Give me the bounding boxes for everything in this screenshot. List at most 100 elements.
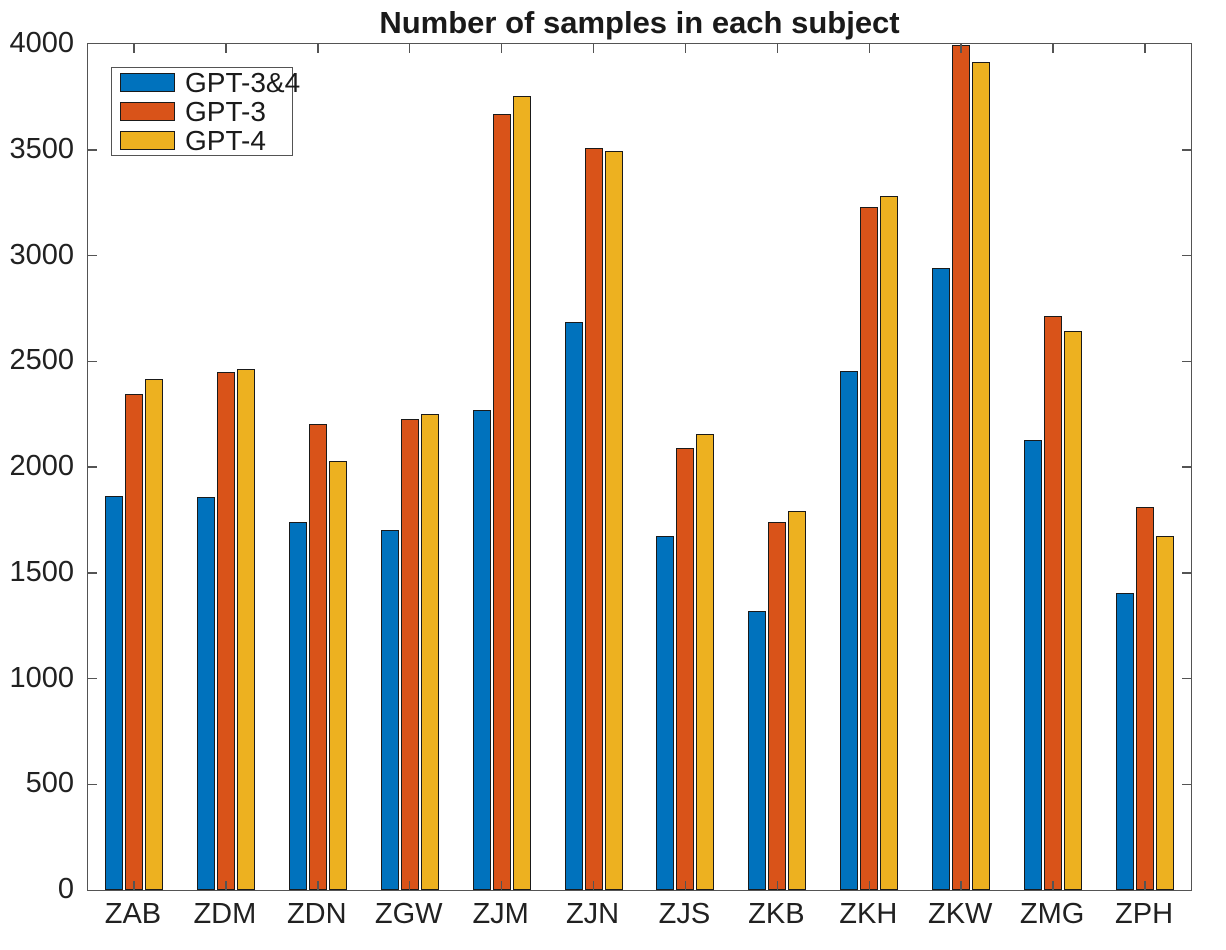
- x-tick-top: [1052, 44, 1054, 53]
- chart-title: Number of samples in each subject: [379, 5, 900, 40]
- x-tick-bottom: [592, 881, 595, 890]
- y-tick-label-0: 0: [57, 873, 74, 905]
- x-tick-bottom: [133, 881, 135, 890]
- x-tick-bottom: [960, 881, 962, 890]
- bar-ZJN-GPT-3: [584, 148, 603, 890]
- y-tick-left: [88, 572, 97, 574]
- bar-ZJS-GPT-4: [696, 434, 715, 890]
- x-tick-label-ZGW: ZGW: [374, 898, 443, 930]
- bar-ZKH-GPT-3&4: [840, 371, 859, 890]
- bar-ZDM-GPT-3&4: [196, 497, 215, 890]
- y-tick-right: [1182, 677, 1191, 680]
- x-tick-bottom: [500, 881, 503, 890]
- y-tick-left: [88, 677, 97, 680]
- bar-ZAB-GPT-3: [124, 394, 143, 890]
- x-tick-bottom: [317, 881, 319, 890]
- x-tick-top: [133, 44, 135, 53]
- y-tick-label-500: 500: [25, 767, 74, 800]
- bar-ZGW-GPT-4: [420, 414, 439, 890]
- bar-ZKW-GPT-3&4: [932, 268, 951, 890]
- bar-ZDM-GPT-4: [236, 369, 255, 890]
- x-tick-top: [592, 44, 595, 53]
- bar-ZJS-GPT-3&4: [656, 536, 675, 890]
- bar-ZJM-GPT-3&4: [472, 410, 491, 890]
- x-tick-bottom: [1144, 881, 1146, 890]
- y-tick-right: [1182, 149, 1191, 151]
- legend: GPT-3&4 GPT-3 GPT-4: [111, 67, 300, 156]
- legend-label: GPT-3: [185, 96, 266, 127]
- bar-ZPH-GPT-4: [1156, 536, 1175, 890]
- bar-ZKW-GPT-4: [972, 62, 991, 890]
- x-tick-label-ZDN: ZDN: [286, 898, 347, 930]
- x-tick-label-ZAB: ZAB: [104, 898, 162, 930]
- x-tick-bottom: [776, 881, 779, 890]
- x-tick-bottom: [408, 881, 411, 890]
- x-tick-bottom: [684, 881, 687, 890]
- y-tick-right: [1182, 360, 1191, 362]
- bar-ZJS-GPT-3: [676, 448, 695, 890]
- x-tick-top: [408, 44, 411, 53]
- bar-ZJN-GPT-3&4: [564, 322, 583, 890]
- x-tick-label-ZKH: ZKH: [839, 898, 898, 930]
- bar-ZKH-GPT-3: [860, 207, 879, 890]
- y-tick-right: [1182, 254, 1191, 257]
- bar-ZDM-GPT-3: [216, 372, 235, 890]
- x-tick-bottom: [1052, 881, 1054, 890]
- bar-ZKH-GPT-4: [880, 196, 899, 890]
- y-tick-left: [88, 783, 97, 785]
- bar-ZGW-GPT-3&4: [380, 530, 399, 890]
- x-tick-label-ZJN: ZJN: [565, 898, 620, 930]
- plot-area: [87, 43, 1192, 891]
- x-tick-top: [960, 44, 962, 53]
- bar-ZAB-GPT-4: [144, 379, 163, 890]
- x-tick-top: [225, 44, 227, 53]
- y-tick-right: [1182, 466, 1191, 468]
- legend-item-gpt-4: GPT-4: [120, 126, 292, 155]
- y-tick-left: [88, 254, 97, 257]
- bar-ZMG-GPT-4: [1064, 331, 1083, 890]
- x-tick-top: [684, 44, 687, 53]
- legend-swatch-orange: [120, 102, 175, 121]
- x-tick-top: [776, 44, 779, 53]
- legend-item-gpt-3and4: GPT-3&4: [120, 68, 300, 97]
- y-tick-right: [1182, 783, 1191, 785]
- y-tick-label-2000: 2000: [9, 450, 74, 482]
- x-tick-bottom: [225, 881, 227, 890]
- x-tick-bottom: [868, 881, 871, 890]
- x-tick-label-ZMG: ZMG: [1019, 898, 1085, 930]
- legend-item-gpt-3: GPT-3: [120, 97, 292, 126]
- x-tick-label-ZPH: ZPH: [1115, 898, 1174, 930]
- bar-ZKB-GPT-3&4: [748, 611, 767, 890]
- x-tick-label-ZJS: ZJS: [658, 898, 711, 930]
- bar-ZJM-GPT-3: [492, 114, 511, 890]
- bar-ZDN-GPT-4: [328, 461, 347, 890]
- bar-ZPH-GPT-3&4: [1116, 593, 1135, 890]
- legend-swatch-blue: [120, 73, 175, 92]
- bar-ZDN-GPT-3: [308, 424, 327, 890]
- bar-ZMG-GPT-3: [1044, 316, 1063, 890]
- legend-label: GPT-4: [185, 125, 266, 156]
- x-tick-label-ZKB: ZKB: [748, 898, 805, 930]
- x-tick-top: [317, 44, 319, 53]
- y-tick-label-3500: 3500: [9, 132, 74, 165]
- y-tick-label-2500: 2500: [9, 344, 74, 377]
- x-tick-top: [1144, 44, 1146, 53]
- y-tick-label-1500: 1500: [9, 555, 74, 588]
- x-tick-label-ZJM: ZJM: [472, 898, 529, 930]
- y-tick-left: [88, 360, 97, 362]
- y-tick-right: [1182, 572, 1191, 574]
- y-tick-label-4000: 4000: [9, 27, 74, 59]
- legend-label: GPT-3&4: [185, 67, 301, 98]
- y-tick-left: [88, 466, 97, 468]
- bar-ZPH-GPT-3: [1136, 507, 1155, 890]
- x-tick-label-ZDM: ZDM: [193, 898, 257, 930]
- y-tick-label-1000: 1000: [9, 661, 74, 694]
- bar-ZGW-GPT-3: [400, 419, 419, 890]
- legend-swatch-yellow: [120, 131, 175, 150]
- bar-ZKB-GPT-4: [788, 511, 807, 890]
- bar-ZAB-GPT-3&4: [104, 496, 123, 890]
- y-tick-label-3000: 3000: [9, 238, 74, 271]
- bar-ZKB-GPT-3: [768, 522, 787, 890]
- x-tick-top: [868, 44, 871, 53]
